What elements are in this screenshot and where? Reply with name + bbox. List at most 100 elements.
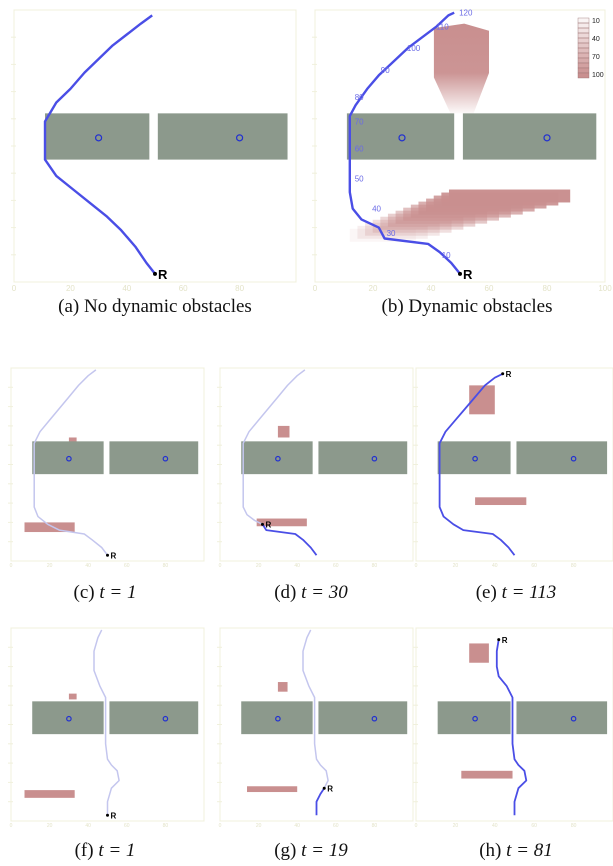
planned-path-faded	[242, 369, 306, 525]
plot-f: 0 20 40 60 80 R	[8, 627, 205, 829]
time-label: 60	[355, 145, 364, 154]
legend-swatch	[577, 67, 590, 74]
planned-path-faded	[93, 629, 120, 816]
caption-a-letter: (a)	[58, 296, 80, 317]
goal-marker	[371, 455, 378, 462]
dynamic-obstacle	[256, 518, 307, 527]
caption-g-letter: (g)	[274, 840, 297, 861]
x-tick-label: 0	[313, 284, 318, 293]
traversed-path	[438, 372, 516, 556]
time-label: 10	[442, 251, 451, 260]
legend-swatch	[577, 47, 590, 54]
x-tick-label: 0	[415, 563, 418, 569]
panel-c-t1: 0 20 40 60 80 R	[3, 360, 205, 580]
x-tick-label: 60	[333, 823, 339, 829]
goal-marker	[275, 455, 281, 462]
caption-c-text: t = 1	[99, 582, 137, 603]
x-tick-label: 60	[485, 284, 494, 293]
time-label: 50	[355, 175, 364, 184]
legend-swatch	[577, 52, 590, 59]
time-label: 30	[387, 229, 396, 238]
legend-label: 70	[592, 54, 600, 61]
goal-marker	[162, 455, 169, 462]
robot-position	[153, 271, 157, 276]
caption-c-letter: (c)	[73, 582, 95, 603]
legend-swatch	[577, 57, 590, 64]
static-wall	[516, 441, 608, 475]
dynamic-obstacle	[475, 497, 527, 506]
robot-position	[106, 553, 109, 557]
x-tick-label: 60	[531, 563, 537, 569]
static-wall	[437, 441, 511, 475]
x-tick-label: 40	[294, 823, 300, 829]
dynamic-obstacle	[277, 682, 288, 692]
goal-marker	[236, 134, 244, 142]
plot-h: 0 20 40 60 80 R	[413, 627, 613, 829]
obstacle-trace-step	[365, 222, 440, 236]
x-tick-label: 20	[453, 563, 459, 569]
x-tick-label: 100	[598, 284, 612, 293]
robot-label: R	[463, 267, 473, 282]
static-wall	[241, 701, 313, 735]
static-wall	[516, 701, 608, 735]
x-tick-label: 60	[124, 823, 130, 829]
legend-swatch	[577, 27, 590, 34]
caption-f-letter: (f)	[74, 840, 94, 861]
goal-marker	[570, 715, 577, 722]
dynamic-obstacle	[277, 425, 290, 438]
x-tick-label: 20	[369, 284, 378, 293]
caption-h-letter: (h)	[479, 840, 502, 861]
robot-label: R	[158, 267, 168, 282]
x-tick-label: 80	[235, 284, 244, 293]
robot-label: R	[111, 811, 117, 820]
caption-c: (c) t = 1	[30, 582, 180, 604]
dynamic-obstacle	[24, 790, 75, 798]
x-tick-label: 20	[47, 823, 53, 829]
static-wall	[346, 113, 455, 160]
obstacle-trace-step	[448, 189, 571, 203]
goal-marker	[94, 134, 103, 142]
obstacle-trace-drop	[433, 23, 489, 114]
x-tick-label: 0	[10, 823, 13, 829]
static-wall	[241, 441, 313, 475]
panel-a-no-dynamic-obstacles: 0 20 40 60 80 R	[6, 0, 297, 300]
dynamic-obstacle	[461, 770, 513, 779]
goal-marker	[162, 715, 169, 722]
panel-g-t19: 0 20 40 60 80 R	[212, 620, 414, 840]
x-tick-label: 20	[66, 284, 75, 293]
time-label: 40	[372, 205, 381, 214]
goal-marker	[570, 455, 577, 462]
goal-marker	[472, 455, 478, 462]
time-label: 90	[381, 66, 390, 75]
x-tick-label: 0	[219, 823, 222, 829]
legend-swatch	[577, 22, 590, 29]
dynamic-obstacle	[469, 643, 489, 663]
caption-d-letter: (d)	[274, 582, 297, 603]
x-tick-label: 20	[47, 563, 53, 569]
x-tick-label: 80	[543, 284, 552, 293]
caption-b-letter: (b)	[381, 296, 404, 317]
robot-position	[322, 786, 326, 790]
caption-e-letter: (e)	[475, 582, 497, 603]
x-tick-label: 40	[85, 823, 91, 829]
x-tick-label: 40	[294, 563, 300, 569]
static-wall	[318, 701, 408, 735]
robot-label: R	[327, 784, 333, 793]
x-tick-label: 80	[372, 563, 378, 569]
panel-e-t113: 0 20 40 60 80 R	[408, 360, 613, 580]
x-tick-label: 40	[427, 284, 436, 293]
caption-e-text: t = 113	[501, 582, 557, 603]
panel-f-t1: 0 20 40 60 80 R	[3, 620, 205, 840]
legend-label: 40	[592, 36, 600, 43]
static-wall	[318, 441, 408, 475]
plot-c: 0 20 40 60 80 R	[8, 367, 205, 569]
x-tick-label: 80	[372, 823, 378, 829]
goal-marker	[472, 715, 478, 722]
x-tick-label: 40	[85, 563, 91, 569]
time-label: 100	[407, 44, 421, 53]
dynamic-obstacle	[24, 522, 75, 533]
x-tick-label: 40	[492, 563, 498, 569]
goal-marker	[66, 715, 72, 722]
static-wall	[109, 701, 199, 735]
goal-marker	[66, 455, 72, 462]
